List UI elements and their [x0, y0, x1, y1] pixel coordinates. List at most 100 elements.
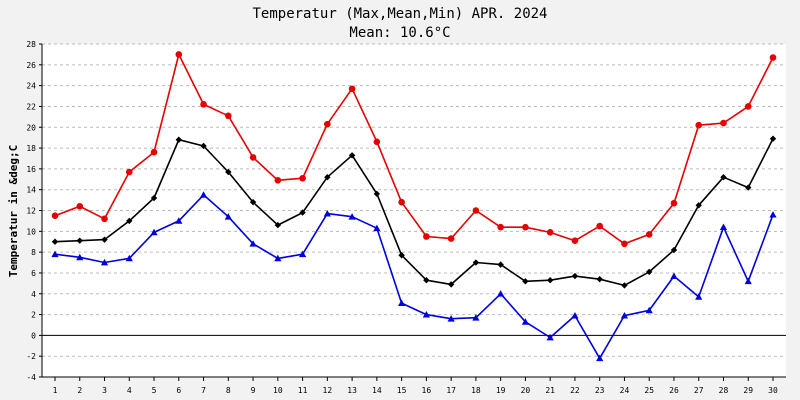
data-point-max: [472, 207, 480, 214]
grid-layer: [42, 43, 786, 377]
data-point-mean: [274, 221, 282, 229]
y-tick-label: 6: [31, 269, 36, 278]
x-tick-label: 16: [422, 386, 432, 395]
data-point-min: [150, 228, 158, 236]
y-tick-label: 8: [31, 248, 36, 257]
x-tick-label: 5: [152, 386, 157, 395]
data-point-mean: [720, 174, 727, 181]
data-point-min: [249, 240, 257, 247]
data-point-min: [744, 277, 752, 285]
data-point-mean: [745, 184, 752, 191]
y-tick-label: 2: [31, 311, 36, 320]
y-tick-label: 24: [26, 82, 36, 91]
data-point-min: [620, 312, 629, 319]
y-tick-label: 12: [26, 207, 36, 216]
data-point-min: [447, 315, 455, 322]
y-tick-label: 14: [26, 186, 36, 195]
data-point-min: [348, 213, 356, 220]
data-point-min: [497, 290, 505, 297]
series-line-min: [54, 194, 774, 360]
chart-title: Temperatur (Max,Mean,Min) APR. 2024: [252, 6, 547, 22]
x-tick-label: 25: [644, 386, 654, 395]
data-point-mean: [348, 152, 356, 159]
data-point-mean: [225, 168, 232, 176]
series-line-max: [54, 53, 774, 245]
data-point-max: [423, 233, 430, 240]
data-point-max: [621, 240, 628, 248]
data-point-min: [571, 312, 579, 319]
data-point-min: [695, 293, 703, 300]
data-point-mean: [546, 277, 554, 284]
data-point-min: [298, 250, 307, 258]
data-point-mean: [522, 278, 529, 285]
y-tick-label: -2: [26, 352, 36, 361]
data-point-min: [645, 306, 653, 314]
data-point-mean: [398, 252, 405, 259]
x-tick-label: 27: [694, 386, 704, 395]
data-point-max: [670, 199, 678, 207]
x-tick-label: 13: [347, 386, 357, 395]
data-point-min: [100, 258, 109, 266]
data-point-min: [472, 314, 480, 321]
data-point-min: [125, 254, 133, 262]
data-point-mean: [175, 136, 182, 143]
data-point-max: [546, 229, 554, 236]
data-point-min: [224, 213, 232, 220]
x-tick-label: 28: [719, 386, 729, 395]
data-point-max: [274, 177, 282, 184]
data-point-max: [200, 101, 207, 108]
data-point-max: [348, 85, 356, 93]
data-point-min: [373, 224, 381, 232]
x-tick-label: 23: [595, 386, 605, 395]
data-point-max: [447, 235, 455, 242]
data-point-min: [175, 217, 183, 224]
data-point-min: [51, 250, 59, 258]
y-tick-label: 28: [26, 40, 36, 49]
y-tick-label: 10: [26, 227, 36, 236]
data-point-min: [398, 299, 406, 306]
x-tick-label: 6: [176, 386, 181, 395]
data-point-min: [76, 253, 84, 261]
data-point-max: [645, 231, 653, 238]
data-point-min: [546, 333, 554, 341]
data-point-mean: [299, 209, 306, 216]
data-point-max: [175, 51, 183, 58]
y-tick-label: 18: [26, 144, 36, 153]
data-point-min: [596, 354, 604, 362]
y-axis-label: Temperatur in &deg;C: [7, 145, 20, 277]
data-point-mean: [571, 272, 579, 280]
data-point-mean: [200, 142, 207, 150]
y-tick-label: 16: [26, 165, 36, 174]
y-tick-label: 22: [26, 102, 36, 111]
y-tick-label: 20: [26, 123, 36, 132]
x-tick-label: 26: [669, 386, 679, 395]
data-point-max: [51, 212, 59, 220]
x-tick-label: 12: [323, 386, 333, 395]
data-point-max: [76, 203, 84, 210]
data-point-mean: [497, 261, 504, 268]
data-point-max: [571, 237, 579, 244]
x-tick-label: 4: [127, 386, 132, 395]
data-point-max: [497, 223, 504, 231]
y-tick-label: 4: [31, 290, 36, 299]
data-point-max: [150, 148, 158, 156]
data-point-max: [225, 112, 232, 120]
data-point-mean: [150, 194, 158, 202]
y-tick-label: 26: [26, 61, 36, 70]
x-tick-label: 8: [226, 386, 231, 395]
data-point-mean: [126, 217, 133, 225]
data-point-min: [769, 211, 777, 218]
data-point-min: [323, 210, 331, 217]
x-tick-label: 15: [397, 386, 407, 395]
x-tick-label: 30: [768, 386, 778, 395]
data-point-max: [249, 154, 257, 161]
series-mean: [51, 135, 777, 289]
data-point-max: [695, 121, 703, 129]
data-point-max: [299, 174, 306, 182]
y-tick-label: 0: [31, 331, 36, 340]
x-tick-label: 24: [620, 386, 630, 395]
data-point-min: [670, 272, 678, 279]
